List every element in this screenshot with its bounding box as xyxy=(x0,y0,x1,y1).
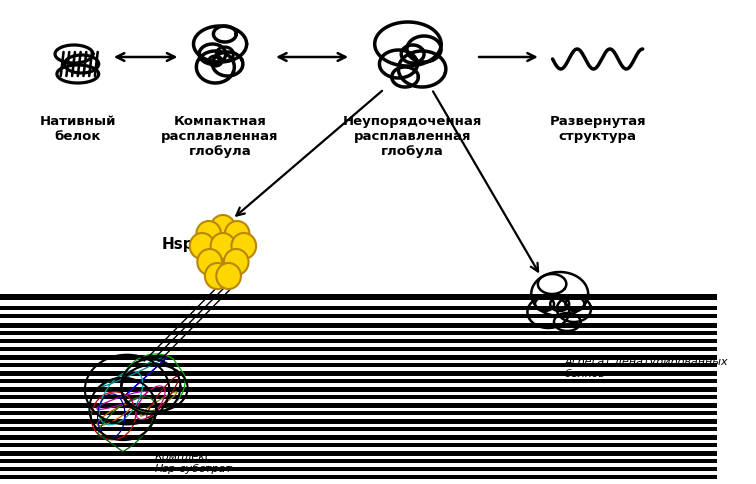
Circle shape xyxy=(211,215,235,242)
Circle shape xyxy=(216,263,241,289)
Bar xyxy=(0,411,717,415)
Circle shape xyxy=(224,249,249,275)
Bar xyxy=(0,363,717,367)
Circle shape xyxy=(197,222,221,247)
Bar xyxy=(0,294,717,301)
Bar xyxy=(0,467,717,471)
Text: Неупорядоченная
расплавленная
глобула: Неупорядоченная расплавленная глобула xyxy=(343,115,482,158)
Text: Комплекс
Hsp-субстрат: Комплекс Hsp-субстрат xyxy=(155,451,233,472)
Text: Hsp: Hsp xyxy=(161,237,194,252)
Bar xyxy=(0,323,717,328)
Bar xyxy=(0,387,717,392)
Bar xyxy=(0,379,717,383)
Bar xyxy=(0,371,717,376)
Bar xyxy=(0,427,717,431)
Bar xyxy=(0,306,717,310)
Circle shape xyxy=(231,233,256,259)
Text: Агрегат денатурированных
белков: Агрегат денатурированных белков xyxy=(565,356,728,378)
Bar xyxy=(0,475,717,479)
Bar xyxy=(0,395,717,399)
Bar xyxy=(0,419,717,424)
Bar xyxy=(0,348,717,351)
Circle shape xyxy=(197,249,222,275)
Bar xyxy=(0,332,717,335)
Text: Развернутая
структура: Развернутая структура xyxy=(550,115,646,143)
Bar xyxy=(0,443,717,447)
Bar xyxy=(0,339,717,343)
Circle shape xyxy=(211,233,235,259)
Bar xyxy=(0,355,717,360)
Bar xyxy=(0,314,717,318)
Bar xyxy=(0,451,717,456)
Bar xyxy=(0,435,717,440)
Circle shape xyxy=(190,233,215,259)
Circle shape xyxy=(205,263,230,289)
Circle shape xyxy=(225,222,249,247)
Text: Нативный
белок: Нативный белок xyxy=(39,115,116,143)
Bar xyxy=(0,459,717,463)
Text: Компактная
расплавленная
глобула: Компактная расплавленная глобула xyxy=(161,115,279,158)
Bar xyxy=(0,403,717,408)
